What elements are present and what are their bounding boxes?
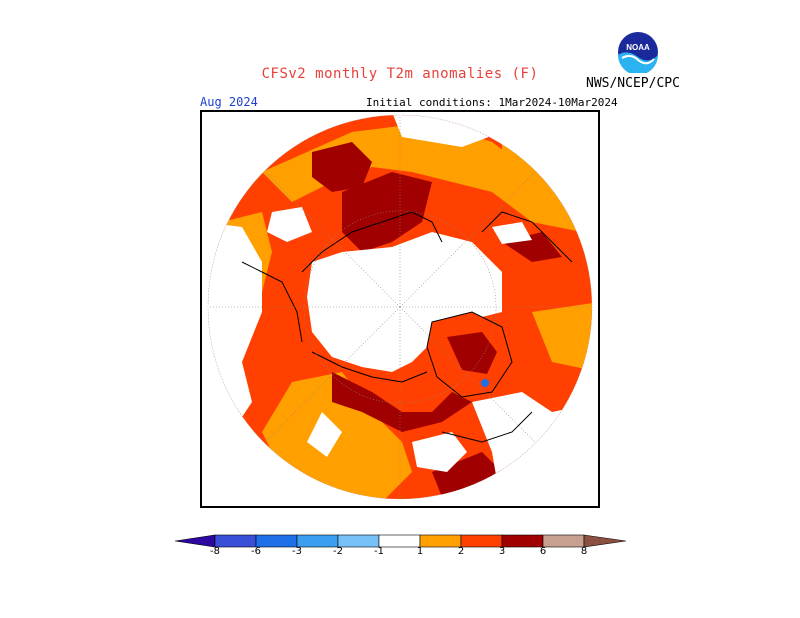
anomaly-region (312, 142, 372, 192)
anomaly-region (332, 372, 472, 432)
chart-title: CFSv2 monthly T2m anomalies (F) (261, 66, 539, 82)
colorbar-segment (296, 534, 339, 548)
neutral-region (307, 412, 342, 457)
neutral-region (492, 222, 532, 244)
neutral-region (267, 207, 312, 242)
colorbar-segment (337, 534, 380, 548)
colorbar-tick-label: 2 (457, 546, 465, 557)
valid-month: Aug 2024 (200, 95, 258, 109)
neutral-region (412, 432, 467, 472)
colorbar-segment (175, 534, 216, 548)
anomaly-region (432, 452, 502, 497)
polar-map-svg (207, 114, 593, 500)
colorbar-tick-label: 3 (498, 546, 506, 557)
agency-label: NWS/NCEP/CPC (586, 76, 680, 91)
colorbar-tick-label: -3 (292, 546, 302, 557)
noaa-logo: NOAA (618, 32, 658, 73)
cold-anomaly-spot (481, 379, 489, 387)
colorbar-tick-label: 1 (416, 546, 424, 557)
colorbar-segment (214, 534, 257, 548)
neutral-region (472, 392, 592, 499)
colorbar-tick-label: -1 (374, 546, 384, 557)
initial-conditions: Initial conditions: 1Mar2024-10Mar2024 (366, 96, 618, 109)
neutral-arctic-ocean (307, 232, 502, 372)
colorbar-tick-label: -8 (210, 546, 220, 557)
graticule (208, 117, 592, 499)
colorbar-tick-label: 6 (539, 546, 547, 557)
colorbar-tick-label: -6 (251, 546, 261, 557)
colorbar-segment (378, 534, 421, 548)
colorbar-segment (460, 534, 503, 548)
colorbar (175, 534, 627, 548)
logo-text: NOAA (626, 43, 650, 52)
greenland-core (447, 332, 497, 374)
colorbar-tick-label: 8 (580, 546, 588, 557)
coastlines (241, 211, 573, 443)
colorbar-segment (501, 534, 544, 548)
colorbar-segment (542, 534, 585, 548)
colorbar-segment (419, 534, 462, 548)
colorbar-tick-label: -2 (333, 546, 343, 557)
colorbar-segment (583, 534, 627, 548)
anomaly-region (532, 302, 592, 372)
colorbar-segment (255, 534, 298, 548)
anomaly-map (200, 110, 600, 508)
map-boundary (207, 114, 593, 500)
